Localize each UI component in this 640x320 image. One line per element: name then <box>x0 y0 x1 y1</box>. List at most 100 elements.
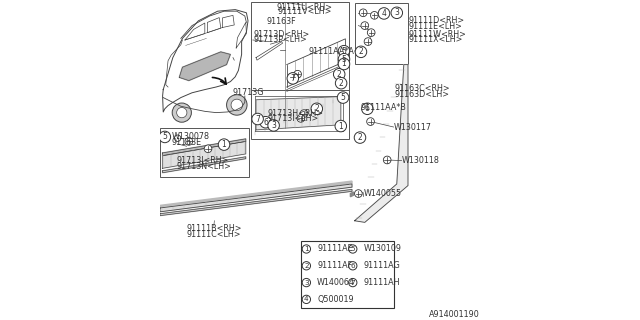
Polygon shape <box>160 181 352 207</box>
Text: 2: 2 <box>314 104 319 113</box>
Circle shape <box>204 145 212 153</box>
Circle shape <box>355 190 362 197</box>
Circle shape <box>367 29 375 36</box>
Text: 1: 1 <box>339 122 343 131</box>
Circle shape <box>335 77 347 89</box>
Text: 91111V<LH>: 91111V<LH> <box>278 7 332 16</box>
Text: 91713I<LH>: 91713I<LH> <box>268 114 319 123</box>
Circle shape <box>367 118 374 125</box>
Text: 6: 6 <box>365 104 370 113</box>
Text: 91111U<RH>: 91111U<RH> <box>276 3 333 12</box>
Polygon shape <box>256 97 340 130</box>
Circle shape <box>218 139 230 150</box>
Circle shape <box>268 120 280 131</box>
Text: 5: 5 <box>351 246 355 252</box>
Text: 6: 6 <box>263 118 268 127</box>
Text: W130118: W130118 <box>402 156 440 165</box>
Circle shape <box>311 103 323 115</box>
Text: 91713P<LH>: 91713P<LH> <box>254 35 308 44</box>
Text: 5: 5 <box>342 47 346 56</box>
Circle shape <box>391 7 403 19</box>
Circle shape <box>383 156 391 164</box>
Text: 5: 5 <box>342 55 346 64</box>
Text: 91111AH: 91111AH <box>364 278 400 287</box>
Circle shape <box>227 95 247 115</box>
Circle shape <box>359 9 367 17</box>
Text: 1: 1 <box>221 140 227 149</box>
Circle shape <box>302 245 310 253</box>
Bar <box>355 3 408 64</box>
Polygon shape <box>256 99 340 103</box>
Text: 91713H<RH>: 91713H<RH> <box>268 109 323 118</box>
Circle shape <box>172 103 191 122</box>
Text: 91111AA*B: 91111AA*B <box>360 103 406 112</box>
Circle shape <box>294 70 301 78</box>
Text: 91713D<RH>: 91713D<RH> <box>254 30 310 39</box>
Circle shape <box>362 103 373 115</box>
Circle shape <box>297 115 305 122</box>
Text: 91111AA*A: 91111AA*A <box>308 47 355 56</box>
Text: 91111B<RH>: 91111B<RH> <box>186 224 241 233</box>
Text: 3: 3 <box>394 8 399 17</box>
Text: W130109: W130109 <box>364 244 401 253</box>
Text: 2: 2 <box>337 70 342 79</box>
Circle shape <box>177 108 187 118</box>
Circle shape <box>371 12 378 19</box>
Text: 91111X<LH>: 91111X<LH> <box>409 35 463 44</box>
Polygon shape <box>256 95 340 100</box>
Text: W130117: W130117 <box>394 123 432 132</box>
Text: W130078: W130078 <box>172 132 210 141</box>
Text: 91163F: 91163F <box>267 17 296 26</box>
Text: W140064: W140064 <box>317 278 355 287</box>
Text: 2: 2 <box>304 263 308 269</box>
Text: 6: 6 <box>351 263 355 269</box>
Circle shape <box>338 53 349 65</box>
Text: 91713J<RH>: 91713J<RH> <box>177 156 229 165</box>
Circle shape <box>338 45 349 57</box>
Circle shape <box>361 22 369 29</box>
Circle shape <box>349 262 357 270</box>
Polygon shape <box>163 157 246 173</box>
Text: 4: 4 <box>304 296 308 302</box>
Circle shape <box>287 73 299 84</box>
Text: 91111C<LH>: 91111C<LH> <box>186 230 241 239</box>
Text: 91111AE: 91111AE <box>317 244 353 253</box>
Polygon shape <box>350 192 353 197</box>
Circle shape <box>300 110 308 117</box>
Circle shape <box>364 38 372 45</box>
Text: 2: 2 <box>339 79 344 88</box>
Bar <box>160 128 249 177</box>
Text: 91111AF: 91111AF <box>317 261 352 270</box>
Circle shape <box>349 278 357 287</box>
Circle shape <box>354 132 365 143</box>
Bar <box>301 241 394 308</box>
Bar <box>252 2 349 128</box>
Circle shape <box>337 92 349 103</box>
Text: 91163C<RH>: 91163C<RH> <box>394 84 450 93</box>
Text: 3: 3 <box>271 121 276 130</box>
Circle shape <box>159 131 171 143</box>
Text: 91713G: 91713G <box>232 88 264 97</box>
Circle shape <box>333 68 345 80</box>
Circle shape <box>185 138 193 145</box>
Polygon shape <box>163 139 246 156</box>
Circle shape <box>260 116 271 128</box>
Text: 7: 7 <box>291 74 295 83</box>
Text: 3: 3 <box>304 280 308 285</box>
Polygon shape <box>256 42 283 60</box>
Text: 91111AG: 91111AG <box>364 261 400 270</box>
Text: 4: 4 <box>381 9 387 18</box>
Text: 1: 1 <box>304 246 308 252</box>
Polygon shape <box>163 141 246 168</box>
Text: 2: 2 <box>358 133 362 142</box>
Text: Q500019: Q500019 <box>317 295 354 304</box>
Circle shape <box>338 58 349 70</box>
Text: A914001190: A914001190 <box>429 310 479 319</box>
Circle shape <box>349 245 357 253</box>
Text: 7: 7 <box>351 280 355 285</box>
Polygon shape <box>179 52 230 81</box>
Text: 91111W<RH>: 91111W<RH> <box>409 30 467 39</box>
Text: 7: 7 <box>255 115 260 124</box>
Bar <box>252 90 349 139</box>
Text: 5: 5 <box>163 132 167 141</box>
